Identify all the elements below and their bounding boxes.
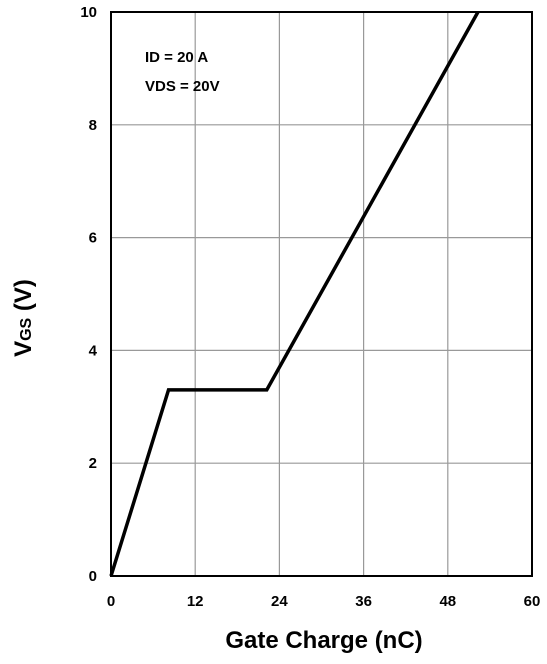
y-axis-title-sub: GS: [18, 317, 35, 340]
y-tick-label-5: 10: [80, 4, 97, 21]
y-tick-label-2: 4: [89, 342, 98, 359]
x-tick-label-4: 48: [439, 593, 456, 610]
grid-lines: [111, 12, 532, 576]
y-tick-label-4: 8: [89, 117, 97, 134]
x-tick-label-1: 12: [187, 593, 204, 610]
y-tick-label-0: 0: [89, 568, 97, 585]
y-axis-title: VGS (V): [10, 279, 37, 357]
x-axis-title: Gate Charge (nC): [225, 627, 422, 654]
y-tick-label-1: 2: [89, 455, 97, 472]
y-tick-label-3: 6: [89, 230, 97, 247]
x-tick-label-5: 60: [524, 593, 541, 610]
annotation-vds: VDS = 20V: [145, 78, 220, 95]
x-tick-label-0: 0: [107, 593, 115, 610]
y-tick-labels: 0 2 4 6 8 10: [80, 4, 97, 585]
x-tick-labels: 0 12 24 36 48 60: [107, 593, 541, 610]
annotation-id: ID = 20 A: [145, 49, 208, 66]
plot-frame: [110, 11, 533, 577]
series-line-0: [109, 11, 480, 577]
y-axis-title-main: V: [10, 341, 37, 357]
series-layer: [109, 11, 480, 577]
y-axis-title-unit: (V): [10, 279, 37, 318]
x-tick-label-2: 24: [271, 593, 288, 610]
x-tick-label-3: 36: [355, 593, 372, 610]
